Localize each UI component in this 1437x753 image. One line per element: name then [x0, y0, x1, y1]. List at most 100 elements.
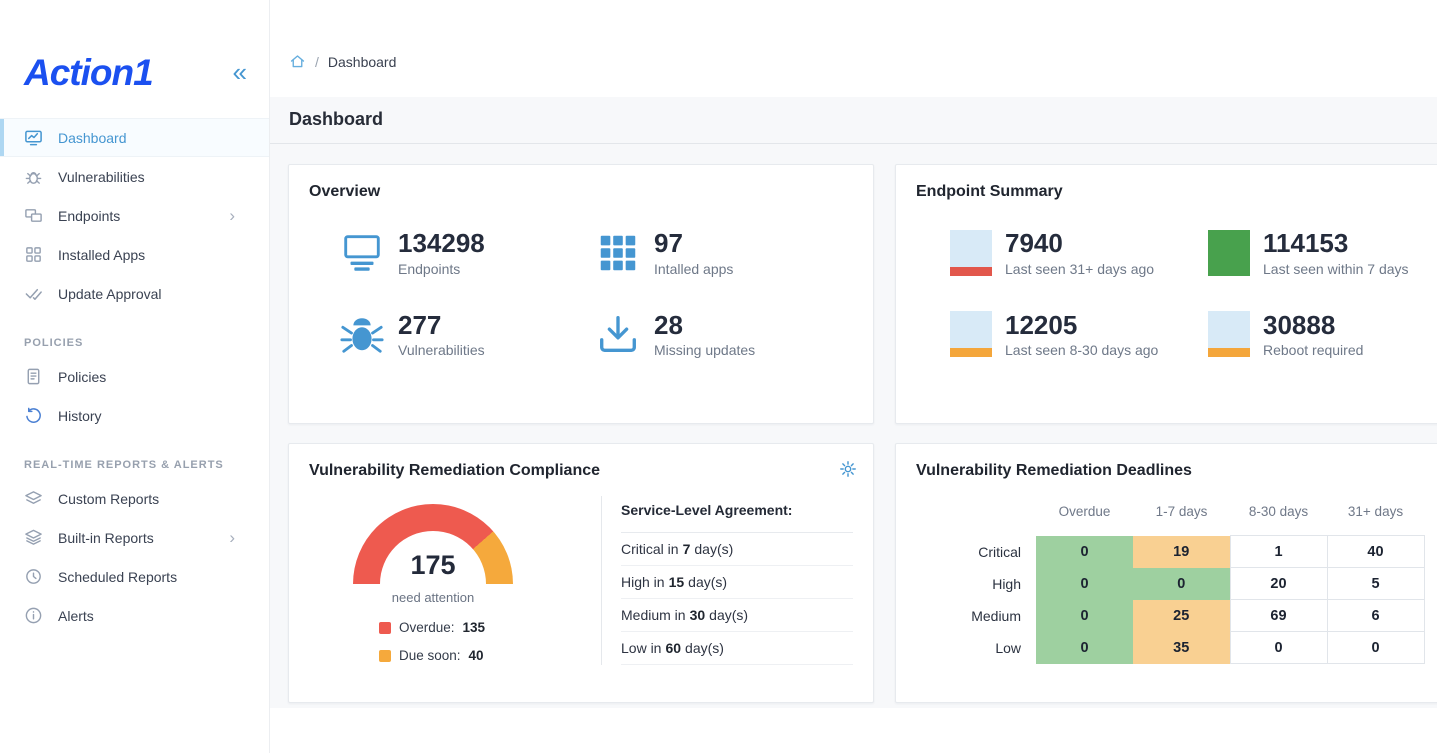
deadline-cell[interactable]: 6: [1326, 599, 1425, 632]
deadline-cell[interactable]: 0: [1036, 599, 1133, 632]
stat-value: 134298: [398, 228, 485, 258]
sidebar-section-reports-alerts: REAL-TIME REPORTS & ALERTS: [24, 459, 224, 471]
column-header: Overdue: [1058, 504, 1111, 520]
sla-text: day(s): [694, 541, 734, 557]
deadline-cell[interactable]: 35: [1133, 631, 1230, 664]
sidebar-item-update-approval[interactable]: Update Approval: [0, 274, 269, 313]
deadlines-row-high: High 0 0 20 5: [924, 567, 1425, 600]
stat-last-seen-31[interactable]: 7940 Last seen 31+ days ago: [950, 229, 1208, 277]
stat-missing-updates[interactable]: 28 Missing updates: [595, 309, 851, 359]
stat-value: 277: [398, 309, 442, 340]
sla-num: 7: [682, 541, 691, 557]
stat-value: 97: [654, 228, 683, 258]
content-area: Dashboard Overview 134298 Endpoints: [270, 97, 1437, 708]
stat-label: Intalled apps: [654, 260, 734, 277]
row-label: Critical: [978, 543, 1021, 560]
breadcrumb-current[interactable]: Dashboard: [327, 53, 397, 70]
gauge-legend: Overdue: 135 Due soon: 40: [379, 620, 601, 663]
deadline-cell[interactable]: 1: [1229, 535, 1328, 568]
endpoint-stat-icon-orange: [1208, 311, 1250, 358]
deadlines-row-low: Low 0 35 0 0: [924, 631, 1425, 664]
legend-value: 135: [462, 620, 486, 635]
sidebar-item-label: Scheduled Reports: [58, 568, 178, 585]
breadcrumb: / Dashboard: [270, 0, 1437, 97]
alerts-icon: [24, 606, 43, 625]
deadline-cell[interactable]: 0: [1036, 631, 1133, 664]
scheduled-reports-icon: [24, 567, 43, 586]
deadlines-row-critical: Critical 0 19 1 40: [924, 535, 1425, 568]
deadline-cell[interactable]: 40: [1326, 535, 1425, 568]
sidebar-item-label: Update Approval: [58, 285, 162, 302]
action1-logo[interactable]: Action1: [24, 51, 154, 93]
stat-last-seen-8-30[interactable]: 12205 Last seen 8-30 days ago: [950, 310, 1208, 358]
card-remediation-deadlines: Vulnerability Remediation Deadlines Over…: [895, 443, 1437, 703]
deadline-cell[interactable]: 0: [1326, 631, 1425, 664]
sidebar-item-label: Vulnerabilities: [58, 168, 145, 185]
sidebar-header: Action1 «: [0, 0, 269, 104]
endpoints-stat-icon: [339, 230, 385, 276]
compliance-gauge: 175 need attention Overdue: 135: [309, 496, 602, 665]
stat-value: 7940: [1005, 228, 1063, 258]
deadline-cell[interactable]: 0: [1036, 535, 1133, 568]
breadcrumb-separator: /: [315, 53, 319, 70]
legend-label: Overdue:: [399, 620, 455, 635]
sla-title: Service-Level Agreement:: [621, 498, 853, 533]
sidebar-item-vulnerabilities[interactable]: Vulnerabilities: [0, 157, 269, 196]
installed-apps-icon: [24, 245, 43, 264]
row-label: Low: [995, 639, 1021, 656]
sidebar-item-scheduled-reports[interactable]: Scheduled Reports: [0, 557, 269, 596]
sidebar-item-label: Built-in Reports: [58, 529, 154, 546]
deadline-cell[interactable]: 25: [1133, 599, 1230, 632]
deadlines-table: Overdue 1-7 days 8-30 days 31+ days Crit…: [924, 504, 1425, 664]
sidebar-item-history[interactable]: History: [0, 396, 269, 435]
card-title: Vulnerability Remediation Deadlines: [916, 462, 1192, 479]
chevron-right-icon: ›: [229, 205, 235, 225]
stat-endpoints[interactable]: 134298 Endpoints: [339, 229, 595, 277]
sidebar-section-policies: POLICIES: [24, 337, 84, 349]
sla-num: 60: [665, 640, 682, 656]
sidebar-item-dashboard[interactable]: Dashboard: [0, 118, 269, 157]
deadline-cell[interactable]: 19: [1133, 535, 1230, 568]
home-icon[interactable]: [289, 53, 306, 70]
gauge-value: 175: [410, 550, 456, 580]
stat-value: 114153: [1263, 228, 1349, 258]
sidebar-item-alerts[interactable]: Alerts: [0, 596, 269, 635]
sla-row-high: High in 15 day(s): [621, 566, 853, 599]
stat-label: Last seen within 7 days: [1263, 260, 1409, 277]
sidebar-item-endpoints[interactable]: Endpoints ›: [0, 196, 269, 235]
sla-panel: Service-Level Agreement: Critical in 7 d…: [602, 496, 853, 665]
gear-icon[interactable]: [839, 460, 857, 478]
sla-row-critical: Critical in 7 day(s): [621, 533, 853, 566]
main-area: / Dashboard Dashboard Overview: [270, 0, 1437, 753]
stat-vulnerabilities[interactable]: 277 Vulnerabilities: [339, 309, 595, 359]
stat-value: 28: [654, 309, 683, 340]
card-remediation-compliance: Vulnerability Remediation Compliance 1: [288, 443, 874, 703]
deadlines-header-spacer: [924, 504, 1036, 536]
deadline-cell[interactable]: 20: [1229, 567, 1328, 600]
sidebar-item-installed-apps[interactable]: Installed Apps: [0, 235, 269, 274]
stat-installed-apps[interactable]: 97 Intalled apps: [595, 229, 851, 277]
deadline-cell[interactable]: 0: [1036, 567, 1133, 600]
card-title: Overview: [309, 183, 381, 200]
stat-reboot-required[interactable]: 30888 Reboot required: [1208, 310, 1437, 358]
sla-text: Low in: [621, 640, 662, 656]
stat-label: Vulnerabilities: [398, 342, 485, 359]
sidebar-item-label: Custom Reports: [58, 490, 160, 507]
sidebar-item-policies[interactable]: Policies: [0, 357, 269, 396]
deadline-cell[interactable]: 5: [1326, 567, 1425, 600]
deadline-cell[interactable]: 0: [1229, 631, 1328, 664]
sidebar-item-custom-reports[interactable]: Custom Reports: [0, 479, 269, 518]
page-header: Dashboard: [270, 97, 1437, 144]
sla-text: day(s): [688, 574, 728, 590]
stat-last-seen-7[interactable]: 114153 Last seen within 7 days: [1208, 229, 1437, 277]
deadline-cell[interactable]: 69: [1229, 599, 1328, 632]
stat-label: Missing updates: [654, 342, 756, 359]
column-header: 1-7 days: [1155, 504, 1208, 520]
sidebar-item-built-in-reports[interactable]: Built-in Reports ›: [0, 518, 269, 557]
sla-text: High in: [621, 574, 665, 590]
deadline-cell[interactable]: 0: [1133, 567, 1230, 600]
row-label: High: [992, 575, 1021, 592]
sla-num: 30: [689, 607, 706, 623]
sidebar-collapse-icon[interactable]: «: [232, 57, 247, 87]
